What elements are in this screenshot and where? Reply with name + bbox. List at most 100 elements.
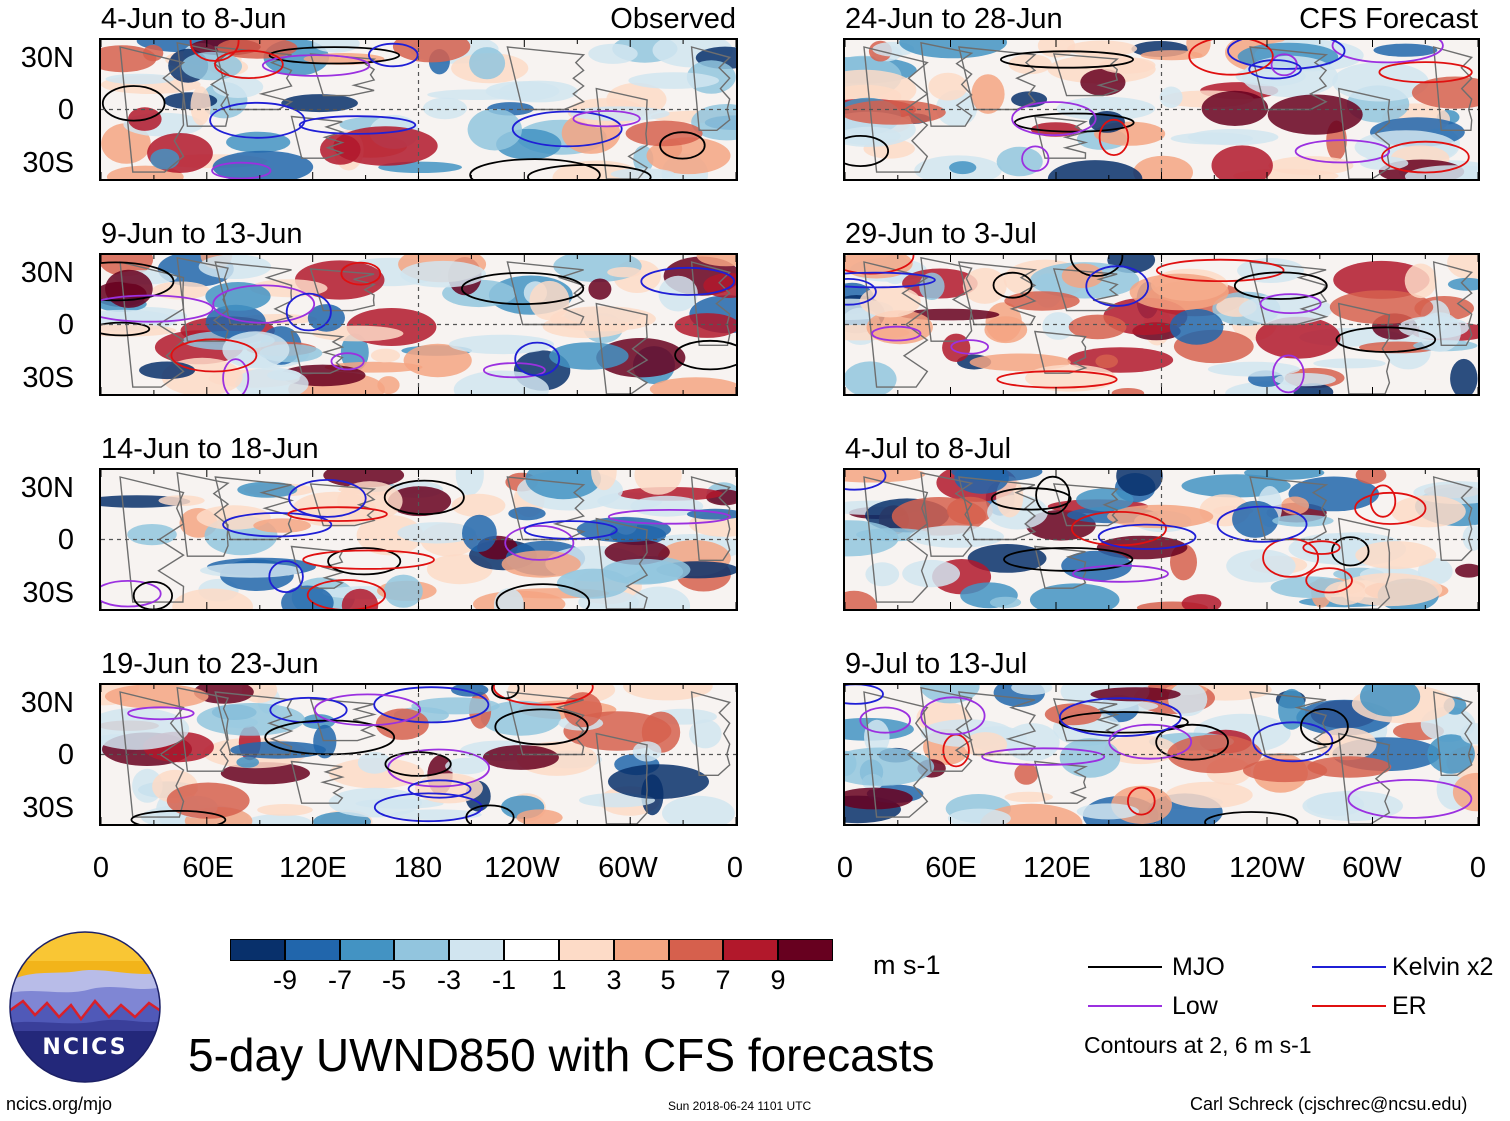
contour-line	[1378, 61, 1473, 84]
xlabel-60e: 60E	[925, 852, 977, 884]
anomaly-blob	[1391, 495, 1466, 528]
contour-line	[523, 520, 618, 540]
map-panel-forecast-4	[843, 683, 1480, 826]
contour-line	[845, 135, 889, 167]
anomaly-blob	[1201, 90, 1269, 126]
ylabel-0: 0	[57, 309, 74, 341]
coastline	[119, 261, 185, 388]
contour-line	[460, 271, 585, 306]
anomaly-blob	[1133, 155, 1193, 179]
anomaly-blob	[212, 75, 264, 98]
contour-line	[992, 271, 1033, 299]
anomaly-blob	[237, 481, 298, 498]
contour-line	[222, 512, 333, 538]
anomaly-blob	[696, 255, 736, 267]
anomaly-blob	[1011, 685, 1053, 695]
ylabel-30n: 30N	[20, 42, 74, 74]
contour-line	[287, 506, 388, 522]
xlabel-120e: 120E	[1023, 852, 1091, 884]
contour-note: Contours at 2, 6 m s-1	[1084, 1032, 1312, 1058]
contour-line	[1233, 271, 1328, 300]
contour-line	[950, 339, 989, 355]
coastline	[595, 87, 649, 179]
panel-title-forecast-4: 9-Jul to 13-Jul	[845, 648, 1028, 680]
contour-line	[298, 115, 417, 135]
contour-line	[211, 161, 272, 179]
contour-line	[1252, 721, 1334, 763]
contour-line	[1058, 697, 1182, 737]
anomaly-blob	[1360, 685, 1421, 717]
anomaly-blob	[333, 126, 438, 166]
coastline	[863, 261, 930, 388]
anomaly-blob	[646, 137, 731, 175]
contour-line	[269, 696, 348, 724]
anomaly-blob	[101, 324, 177, 337]
colorbar-tick: -7	[327, 965, 352, 995]
coastline	[1052, 698, 1120, 742]
coastline	[1052, 53, 1120, 97]
contour-line	[640, 266, 735, 296]
panel-title-observed-3: 14-Jun to 18-Jun	[101, 433, 319, 465]
anomaly-blob	[482, 745, 559, 770]
anomaly-blob	[969, 353, 1071, 372]
coastline	[1432, 691, 1474, 776]
contour-line	[465, 804, 515, 824]
contour-line	[990, 487, 1072, 511]
anomaly-blob	[516, 809, 563, 824]
anomaly-blob	[902, 559, 960, 588]
contour-line	[845, 470, 887, 491]
anomaly-blob	[127, 524, 177, 546]
anomaly-blob	[341, 588, 379, 609]
contour-line	[511, 110, 623, 148]
anomaly-blob	[328, 787, 422, 818]
anomaly-blob	[623, 685, 713, 701]
anomaly-blob	[1044, 703, 1102, 726]
xlabel-180: 180	[393, 852, 443, 884]
legend-line-low	[1088, 1005, 1162, 1007]
anomaly-blob	[357, 751, 392, 774]
contour-line	[327, 547, 402, 576]
coastline	[595, 302, 649, 394]
ylabel-30s: 30S	[22, 577, 74, 609]
contour-line	[1354, 491, 1427, 525]
contour-line	[514, 341, 561, 377]
anomaly-blob	[469, 47, 506, 80]
coastline	[176, 256, 229, 342]
contour-line	[1272, 354, 1305, 394]
anomaly-blob	[996, 146, 1043, 177]
anomaly-blob	[1307, 756, 1392, 778]
contour-line	[845, 271, 936, 289]
contour-line	[527, 164, 652, 179]
anomaly-blob	[281, 94, 358, 113]
anomaly-blob	[158, 495, 205, 506]
anomaly-blob	[1398, 316, 1470, 339]
anomaly-blob	[556, 568, 629, 599]
contour-line	[1305, 567, 1353, 594]
ylabel-30n: 30N	[20, 687, 74, 719]
anomaly-blob	[962, 267, 1007, 304]
anomaly-blob	[1460, 723, 1478, 745]
coastline	[506, 691, 585, 756]
coastline	[1432, 261, 1474, 346]
anomaly-blob	[245, 814, 313, 824]
xlabel-60w: 60W	[1342, 852, 1402, 884]
anomaly-blob	[1211, 145, 1273, 179]
anomaly-blob	[392, 40, 471, 63]
anomaly-blob	[448, 334, 555, 355]
contour-line	[845, 255, 915, 275]
footer-link[interactable]: ncics.org/mjo	[6, 1094, 113, 1114]
anomaly-blob	[1317, 727, 1377, 761]
anomaly-blob	[989, 596, 1022, 609]
xlabel-0: 0	[92, 852, 110, 884]
xlabel-0: 0	[836, 852, 854, 884]
anomaly-blob	[1255, 316, 1341, 359]
anomaly-blob	[1232, 500, 1279, 538]
anomaly-blob	[1169, 308, 1224, 345]
anomaly-blob	[200, 563, 302, 578]
ylabel-0: 0	[57, 739, 74, 771]
anomaly-blob	[1332, 62, 1429, 102]
coastline	[863, 476, 929, 603]
contour-line	[340, 261, 382, 286]
anomaly-blob	[588, 43, 638, 64]
anomaly-blob	[1329, 290, 1434, 324]
